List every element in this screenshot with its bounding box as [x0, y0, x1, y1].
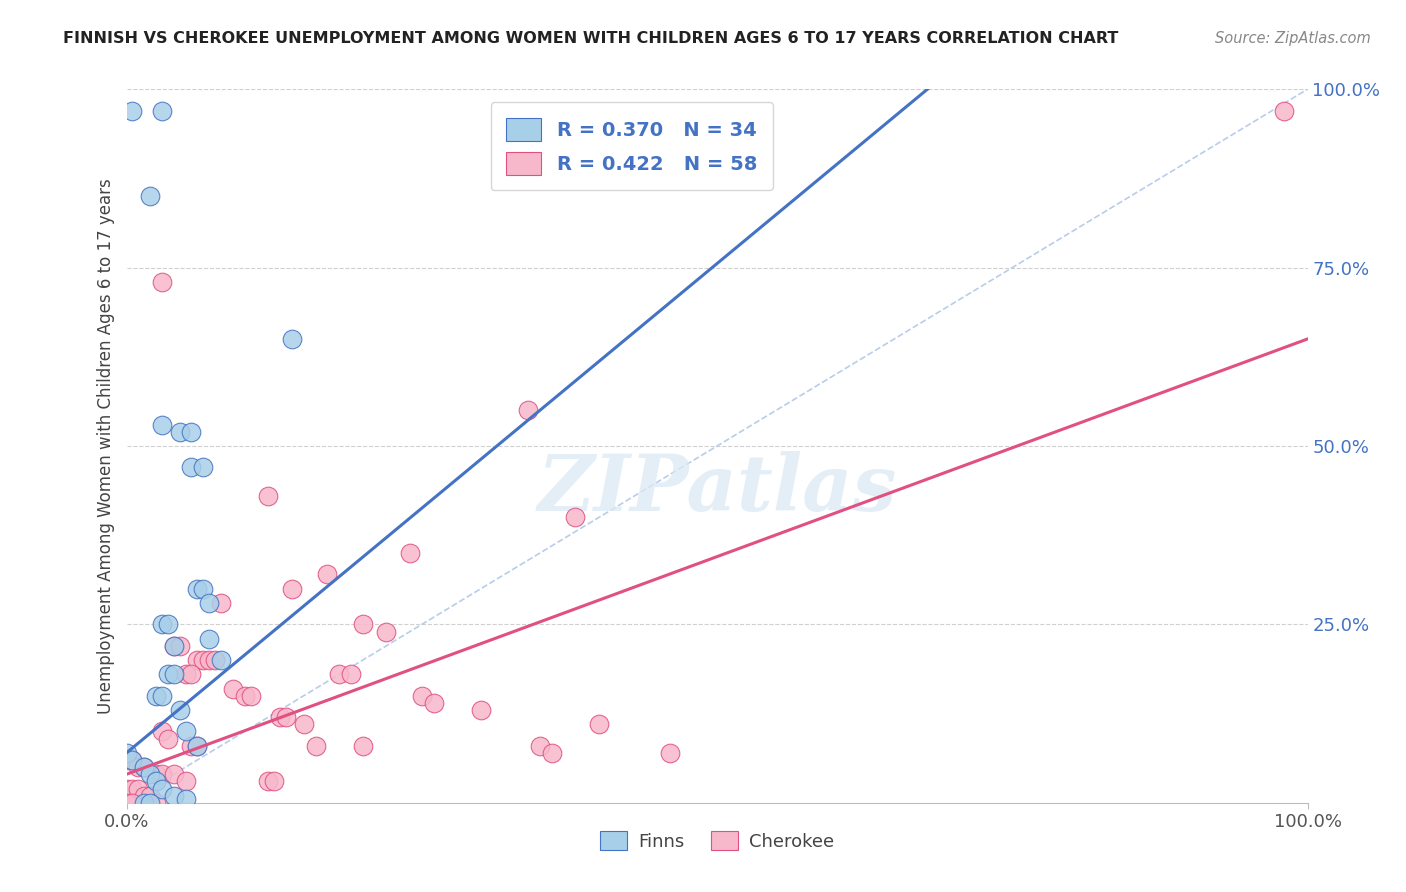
Point: [121, 753, 143, 767]
Point: [169, 639, 191, 653]
Point: [145, 689, 167, 703]
Point: [281, 582, 304, 596]
Point: [529, 739, 551, 753]
Point: [316, 567, 339, 582]
Point: [186, 582, 208, 596]
Point: [169, 425, 191, 439]
Point: [145, 774, 167, 789]
Point: [588, 717, 610, 731]
Point: [352, 739, 374, 753]
Point: [209, 653, 232, 667]
Point: [150, 781, 173, 796]
Point: [340, 667, 363, 681]
Point: [150, 275, 173, 289]
Point: [257, 774, 280, 789]
Point: [156, 667, 179, 681]
Point: [134, 796, 156, 810]
Point: [281, 332, 304, 346]
Point: [180, 425, 202, 439]
Point: [134, 789, 156, 803]
Point: [139, 796, 162, 810]
Point: [163, 767, 186, 781]
Point: [163, 639, 186, 653]
Y-axis label: Unemployment Among Women with Children Ages 6 to 17 years: Unemployment Among Women with Children A…: [97, 178, 115, 714]
Point: [139, 789, 162, 803]
Point: [292, 717, 315, 731]
Point: [127, 781, 149, 796]
Point: [517, 403, 540, 417]
Point: [422, 696, 444, 710]
Point: [222, 681, 245, 696]
Point: [174, 724, 197, 739]
Point: [352, 617, 374, 632]
Point: [145, 767, 167, 781]
Point: [564, 510, 586, 524]
Point: [115, 753, 138, 767]
Point: [150, 689, 173, 703]
Point: [115, 781, 138, 796]
Point: [186, 739, 208, 753]
Point: [150, 767, 173, 781]
Text: ZIPatlas: ZIPatlas: [537, 450, 897, 527]
Point: [193, 653, 215, 667]
Point: [127, 760, 149, 774]
Point: [274, 710, 297, 724]
Point: [174, 792, 197, 806]
Text: FINNISH VS CHEROKEE UNEMPLOYMENT AMONG WOMEN WITH CHILDREN AGES 6 TO 17 YEARS CO: FINNISH VS CHEROKEE UNEMPLOYMENT AMONG W…: [63, 31, 1119, 46]
Point: [156, 617, 179, 632]
Point: [186, 653, 208, 667]
Point: [198, 632, 221, 646]
Point: [180, 460, 202, 475]
Point: [150, 617, 173, 632]
Point: [193, 460, 215, 475]
Point: [150, 417, 173, 432]
Point: [209, 596, 232, 610]
Point: [163, 789, 186, 803]
Point: [186, 739, 208, 753]
Point: [121, 796, 143, 810]
Point: [121, 103, 143, 118]
Point: [121, 781, 143, 796]
Point: [150, 724, 173, 739]
Point: [115, 746, 138, 760]
Point: [263, 774, 285, 789]
Point: [399, 546, 422, 560]
Point: [239, 689, 262, 703]
Point: [540, 746, 562, 760]
Point: [470, 703, 492, 717]
Point: [115, 796, 138, 810]
Point: [1272, 103, 1295, 118]
Point: [145, 796, 167, 810]
Point: [180, 667, 202, 681]
Point: [204, 653, 226, 667]
Point: [169, 703, 191, 717]
Point: [134, 760, 156, 774]
Point: [304, 739, 326, 753]
Point: [411, 689, 433, 703]
Point: [198, 653, 221, 667]
Point: [198, 596, 221, 610]
Point: [163, 639, 186, 653]
Point: [121, 753, 143, 767]
Point: [193, 582, 215, 596]
Point: [174, 667, 197, 681]
Point: [328, 667, 350, 681]
Point: [139, 189, 162, 203]
Point: [269, 710, 291, 724]
Point: [156, 731, 179, 746]
Point: [174, 774, 197, 789]
Point: [150, 103, 173, 118]
Point: [375, 624, 398, 639]
Point: [163, 667, 186, 681]
Point: [180, 739, 202, 753]
Point: [233, 689, 256, 703]
Point: [257, 489, 280, 503]
Point: [139, 767, 162, 781]
Point: [658, 746, 681, 760]
Text: Source: ZipAtlas.com: Source: ZipAtlas.com: [1215, 31, 1371, 46]
Point: [134, 760, 156, 774]
Legend: Finns, Cherokee: Finns, Cherokee: [593, 824, 841, 858]
